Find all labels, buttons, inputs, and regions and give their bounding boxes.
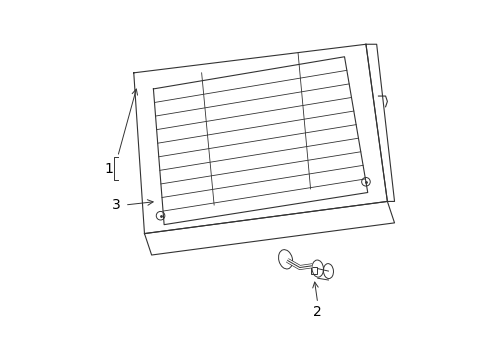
Text: 1: 1: [104, 162, 113, 176]
Text: 2: 2: [313, 305, 322, 319]
Text: 3: 3: [111, 198, 120, 212]
